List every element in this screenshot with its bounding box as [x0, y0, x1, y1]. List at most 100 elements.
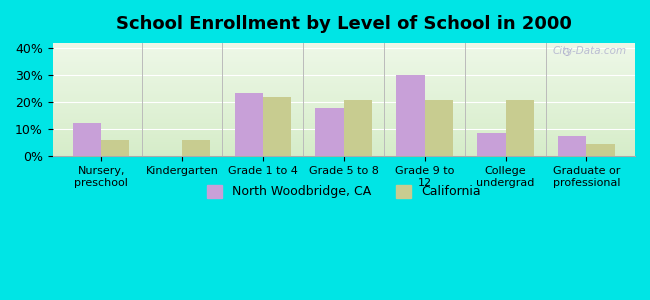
- Text: City-Data.com: City-Data.com: [552, 46, 626, 56]
- Bar: [558, 136, 586, 156]
- Legend: North Woodbridge, CA, California: North Woodbridge, CA, California: [201, 178, 487, 205]
- Bar: [53, 108, 635, 109]
- Bar: [53, 49, 635, 50]
- Bar: [53, 140, 635, 142]
- Bar: [53, 61, 635, 62]
- Bar: [53, 95, 635, 96]
- Bar: [53, 56, 635, 58]
- Bar: [53, 79, 635, 80]
- Bar: [53, 129, 635, 130]
- Bar: [53, 109, 635, 110]
- Bar: [53, 46, 635, 47]
- Bar: [53, 58, 635, 59]
- Bar: [53, 87, 635, 88]
- Bar: [53, 119, 635, 120]
- Bar: [53, 82, 635, 83]
- Bar: [53, 111, 635, 112]
- Bar: [53, 70, 635, 71]
- Bar: [53, 71, 635, 72]
- Bar: [53, 80, 635, 82]
- Bar: [53, 85, 635, 86]
- Bar: [263, 97, 291, 156]
- Bar: [53, 69, 635, 70]
- Bar: [53, 89, 635, 91]
- Bar: [53, 103, 635, 104]
- Bar: [53, 101, 635, 102]
- Bar: [53, 78, 635, 79]
- Bar: [53, 94, 635, 95]
- Bar: [53, 145, 635, 146]
- Bar: [53, 117, 635, 118]
- Bar: [53, 143, 635, 144]
- Bar: [53, 93, 635, 94]
- Bar: [53, 139, 635, 140]
- Bar: [53, 135, 635, 136]
- Title: School Enrollment by Level of School in 2000: School Enrollment by Level of School in …: [116, 15, 572, 33]
- Bar: [53, 63, 635, 64]
- Bar: [53, 152, 635, 153]
- Bar: [53, 138, 635, 139]
- Bar: [344, 100, 372, 156]
- Bar: [53, 124, 635, 126]
- Bar: [53, 146, 635, 147]
- Bar: [53, 131, 635, 133]
- Bar: [53, 150, 635, 151]
- Bar: [53, 67, 635, 68]
- Bar: [315, 108, 344, 156]
- Bar: [53, 151, 635, 152]
- Bar: [396, 75, 424, 156]
- Bar: [53, 68, 635, 69]
- Bar: [53, 112, 635, 113]
- Bar: [53, 53, 635, 54]
- Bar: [53, 77, 635, 78]
- Bar: [53, 114, 635, 116]
- Bar: [53, 102, 635, 103]
- Bar: [53, 134, 635, 135]
- Bar: [101, 140, 129, 156]
- Bar: [53, 147, 635, 148]
- Bar: [53, 113, 635, 114]
- Bar: [53, 44, 635, 45]
- Bar: [53, 45, 635, 46]
- Bar: [53, 74, 635, 75]
- Bar: [53, 59, 635, 60]
- Bar: [53, 96, 635, 98]
- Bar: [53, 120, 635, 121]
- Bar: [53, 148, 635, 150]
- Bar: [53, 122, 635, 124]
- Bar: [53, 50, 635, 51]
- Bar: [53, 155, 635, 156]
- Bar: [53, 128, 635, 129]
- Bar: [53, 104, 635, 105]
- Bar: [53, 82, 635, 84]
- Bar: [53, 60, 635, 61]
- Bar: [53, 133, 635, 134]
- Bar: [53, 43, 635, 44]
- Bar: [53, 116, 635, 117]
- Bar: [53, 136, 635, 137]
- Bar: [53, 54, 635, 56]
- Bar: [73, 123, 101, 156]
- Bar: [53, 110, 635, 111]
- Bar: [53, 51, 635, 52]
- Bar: [586, 144, 615, 156]
- Bar: [53, 92, 635, 93]
- Bar: [182, 140, 211, 156]
- Bar: [53, 62, 635, 63]
- Bar: [53, 142, 635, 143]
- Text: ⊙: ⊙: [562, 46, 573, 59]
- Bar: [424, 100, 453, 156]
- Bar: [53, 52, 635, 53]
- Bar: [53, 121, 635, 122]
- Bar: [53, 98, 635, 100]
- Bar: [53, 66, 635, 67]
- Bar: [53, 76, 635, 77]
- Bar: [53, 137, 635, 138]
- Bar: [53, 72, 635, 74]
- Bar: [477, 134, 506, 156]
- Bar: [53, 106, 635, 108]
- Bar: [235, 93, 263, 156]
- Bar: [53, 130, 635, 131]
- Bar: [53, 75, 635, 76]
- Bar: [53, 100, 635, 101]
